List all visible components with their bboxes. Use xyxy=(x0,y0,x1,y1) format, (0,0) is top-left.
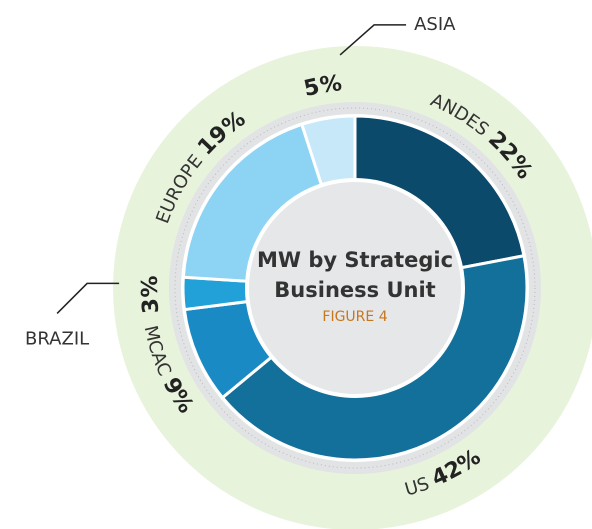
value-label: 5% xyxy=(302,71,344,102)
center-text: MW by Strategic Business Unit FIGURE 4 xyxy=(255,245,455,325)
chart-title: MW by Strategic Business Unit xyxy=(256,248,454,302)
dotted-ring xyxy=(174,107,536,469)
leader-line xyxy=(56,282,120,314)
category-label: BRAZIL xyxy=(25,328,89,349)
category-label: ASIA xyxy=(414,14,456,35)
value-label: 3% xyxy=(138,275,164,314)
leader-line xyxy=(339,24,407,56)
slice-label: 3% xyxy=(138,275,164,314)
center-disc xyxy=(245,178,465,398)
slice-label: 5% xyxy=(302,71,344,102)
chart-subtitle: FIGURE 4 xyxy=(322,309,388,325)
